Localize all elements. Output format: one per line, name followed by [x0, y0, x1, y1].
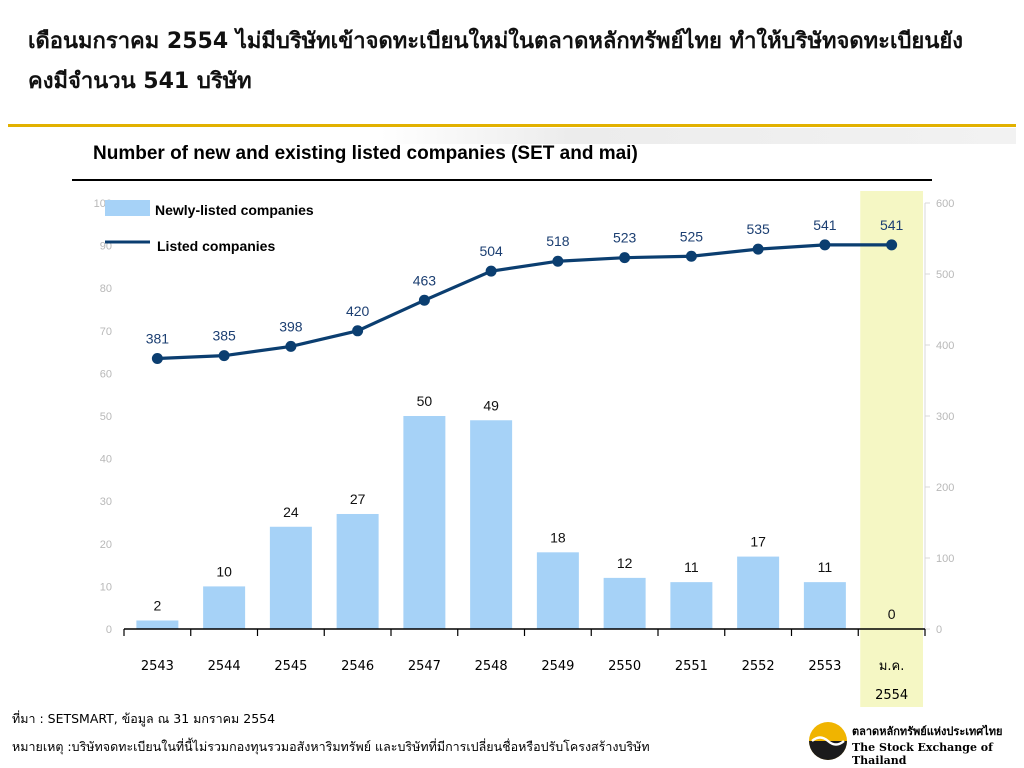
x-tick-label: 2545	[274, 659, 307, 674]
x-tick-label: ม.ค.	[879, 659, 905, 674]
line-point-2550	[619, 252, 631, 264]
y-left-tick-label: 50	[100, 411, 112, 423]
legend-label-bars: Newly-listed companies	[155, 202, 314, 218]
y-right-tick-label: 0	[936, 624, 942, 636]
line-data-label: 535	[746, 221, 770, 237]
bar-2546	[336, 513, 379, 629]
line-data-label: 463	[413, 272, 437, 288]
bar-2552	[737, 556, 780, 629]
x-tick-label: 2550	[608, 659, 641, 674]
bar-data-label: 11	[684, 559, 699, 575]
bar-data-label: 10	[216, 563, 232, 579]
line-data-label: 385	[212, 328, 236, 344]
y-right-tick-label: 100	[936, 553, 954, 565]
bar-2544	[203, 586, 246, 629]
bar-data-label: 17	[750, 534, 766, 550]
x-tick-label: 2552	[742, 659, 775, 674]
x-tick-label: 2543	[141, 659, 174, 674]
line-point-2552	[752, 243, 764, 255]
x-tick-label: 2547	[408, 659, 441, 674]
bar-2553	[803, 582, 846, 629]
header-divider-shadow	[380, 128, 1016, 144]
bar-data-label: 49	[483, 397, 499, 413]
footer-note: หมายเหตุ :บริษัทจดทะเบียนในที่นี้ไม่รวมก…	[12, 739, 650, 754]
x-tick-label: 2544	[208, 659, 241, 674]
y-left-tick-label: 0	[106, 624, 112, 636]
line-data-label: 525	[680, 228, 704, 244]
y-left-tick-label: 90	[100, 241, 112, 253]
line-point-ม.ค.	[886, 239, 898, 251]
y-right-tick-label: 400	[936, 340, 954, 352]
page-headline: เดือนมกราคม 2554 ไม่มีบริษัทเข้าจดทะเบีย…	[28, 29, 963, 94]
chart-title: Number of new and existing listed compan…	[93, 143, 638, 164]
line-data-label: 420	[346, 303, 370, 319]
bar-data-label: 2	[153, 597, 161, 613]
header-divider	[8, 124, 1016, 127]
bar-2543	[136, 620, 179, 629]
y-left-tick-label: 30	[100, 496, 112, 508]
y-left-tick-label: 10	[100, 581, 112, 593]
chart-title-underline	[72, 179, 932, 181]
line-point-2545	[285, 340, 297, 352]
y-right-tick-label: 500	[936, 269, 954, 281]
bar-2551	[670, 582, 713, 629]
line-data-label: 381	[146, 330, 170, 346]
line-point-2544	[218, 350, 230, 362]
line-data-label: 541	[813, 217, 837, 233]
highlight-column	[860, 191, 923, 707]
line-point-2543	[151, 352, 163, 364]
y-left-tick-label: 40	[100, 454, 112, 466]
bar-data-label: 18	[550, 529, 566, 545]
x-tick-label: 2551	[675, 659, 708, 674]
bar-data-label: 50	[417, 393, 433, 409]
line-point-2549	[552, 255, 564, 267]
x-tick-label: 2548	[475, 659, 508, 674]
bar-2550	[603, 577, 646, 629]
line-data-label: 541	[880, 217, 904, 233]
bar-data-label: 27	[350, 491, 366, 507]
y-left-tick-label: 60	[100, 368, 112, 380]
x-tick-sublabel: 2554	[875, 688, 908, 703]
x-tick-label: 2546	[341, 659, 374, 674]
line-point-2551	[685, 250, 697, 262]
legend-label-line: Listed companies	[157, 238, 275, 254]
y-left-tick-label: 20	[100, 539, 112, 551]
x-tick-label: 2553	[808, 659, 841, 674]
bar-2547	[403, 416, 446, 629]
line-point-2548	[485, 265, 497, 277]
line-data-label: 518	[546, 233, 570, 249]
y-right-tick-label: 300	[936, 411, 954, 423]
x-tick-label: 2549	[541, 659, 574, 674]
bar-2545	[269, 526, 312, 629]
logo-name-english: The Stock Exchange of Thailand	[852, 741, 993, 767]
listed-companies-line	[157, 243, 892, 361]
line-point-2553	[819, 239, 831, 251]
y-left-tick-label: 80	[100, 283, 112, 295]
bar-2549	[536, 552, 579, 629]
y-right-tick-label: 600	[936, 198, 954, 210]
bar-data-label: 12	[617, 555, 633, 571]
y-right-tick-label: 200	[936, 482, 954, 494]
line-data-label: 398	[279, 318, 303, 334]
bar-2548	[470, 420, 513, 629]
logo-name-thai: ตลาดหลักทรัพย์แห่งประเทศไทย	[852, 725, 1003, 738]
line-point-2547	[418, 294, 430, 306]
line-point-2546	[352, 325, 364, 337]
bar-data-label: 11	[818, 559, 833, 575]
footer-source: ที่มา : SETSMART, ข้อมูล ณ 31 มกราคม 255…	[12, 711, 276, 726]
line-data-label: 504	[479, 243, 503, 259]
legend-swatch-bars	[105, 200, 150, 216]
bar-data-label: 24	[283, 504, 299, 520]
set-logo-icon	[809, 722, 847, 760]
combo-chart: 0102030405060708090100010020030040050060…	[94, 191, 954, 707]
line-data-label: 523	[613, 230, 637, 246]
y-left-tick-label: 70	[100, 326, 112, 338]
bar-data-label: 0	[888, 606, 896, 622]
